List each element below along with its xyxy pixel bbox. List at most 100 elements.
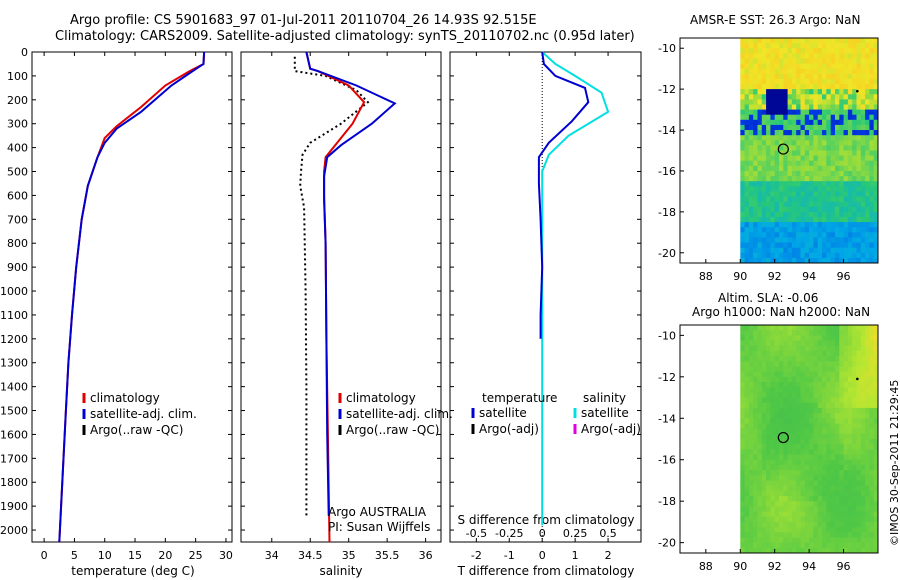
- sst-cell: [852, 222, 857, 228]
- sla-cell: [865, 418, 870, 424]
- sla-cell: [804, 407, 810, 414]
- sla-cell: [839, 454, 845, 461]
- sst-cell: [852, 135, 857, 141]
- sst-cell: [804, 160, 810, 167]
- sst-cell: [783, 104, 789, 111]
- sla-cell: [744, 511, 750, 518]
- sla-cell: [822, 407, 827, 414]
- sst-cell: [843, 58, 849, 65]
- sst-cell: [783, 124, 789, 131]
- depth-tick-label: 1900: [0, 500, 28, 513]
- sla-cell: [873, 366, 879, 373]
- sst-cell: [748, 124, 754, 131]
- sst-cell: [757, 109, 763, 116]
- sla-cell: [796, 506, 801, 513]
- sla-cell: [774, 407, 780, 414]
- sst-cell: [865, 222, 870, 228]
- sst-cell: [783, 109, 789, 116]
- sst-cell: [847, 130, 853, 136]
- sla-cell: [843, 527, 849, 533]
- sla-cell: [791, 382, 797, 388]
- sst-cell: [744, 217, 750, 223]
- sst-cell: [869, 227, 875, 233]
- sst-cell: [873, 135, 879, 141]
- sst-cell: [796, 181, 801, 187]
- sst-cell: [835, 191, 840, 197]
- sst-cell: [822, 247, 827, 254]
- sst-cell: [847, 211, 853, 218]
- sla-cell: [865, 506, 870, 513]
- sla-cell: [783, 340, 789, 347]
- sst-cell: [817, 114, 823, 121]
- sst-cell: [770, 242, 776, 249]
- sst-cell: [839, 119, 845, 126]
- sst-cell: [804, 89, 810, 95]
- sst-cell: [753, 206, 758, 213]
- sla-cell: [852, 356, 857, 362]
- sst-cell: [809, 43, 814, 49]
- sla-cell: [766, 470, 771, 476]
- sst-cell: [766, 124, 771, 131]
- sst-cell: [843, 124, 849, 131]
- sst-cell: [779, 48, 784, 54]
- sst-cell: [843, 114, 849, 121]
- sla-cell: [830, 475, 836, 481]
- sla-cell: [761, 423, 767, 430]
- sla-cell: [796, 511, 801, 518]
- sla-cell: [873, 532, 879, 538]
- sla-cell: [835, 516, 840, 523]
- sst-cell: [839, 191, 845, 197]
- sst-cell: [740, 145, 746, 151]
- sst-cell: [800, 124, 806, 131]
- sst-cell: [860, 247, 866, 254]
- sla-cell: [779, 330, 784, 336]
- sst-cell: [757, 155, 763, 162]
- sst-cell: [766, 186, 771, 192]
- sla-cell: [865, 516, 870, 523]
- sst-cell: [830, 38, 836, 44]
- sla-cell: [852, 542, 857, 549]
- sla-cell: [813, 361, 819, 367]
- sla-cell: [856, 361, 862, 367]
- sst-cell: [804, 124, 810, 131]
- sla-cell: [744, 407, 750, 414]
- sst-cell: [813, 58, 819, 65]
- sla-cell: [839, 464, 845, 471]
- sla-cell: [852, 532, 857, 538]
- sst-cell: [757, 176, 763, 182]
- sst-cell: [791, 124, 797, 131]
- sst-cell: [856, 119, 862, 126]
- sla-cell: [800, 423, 806, 430]
- sst-cell: [748, 145, 754, 151]
- sst-cell: [740, 160, 746, 167]
- sla-cell: [804, 361, 810, 367]
- sst-cell: [843, 140, 849, 146]
- sst-cell: [856, 206, 862, 213]
- sst-cell: [856, 89, 862, 95]
- sla-cell: [839, 376, 845, 383]
- sst-cell: [830, 68, 836, 75]
- sla-cell: [753, 428, 758, 435]
- sla-cell: [744, 537, 750, 544]
- sst-cell: [865, 171, 870, 177]
- sst-cell: [761, 94, 767, 100]
- sla-cell: [779, 490, 784, 497]
- sst-cell: [800, 99, 806, 105]
- sst-cell: [787, 186, 793, 192]
- sst-cell: [856, 43, 862, 49]
- sla-cell: [804, 325, 810, 331]
- sla-cell: [804, 506, 810, 513]
- sla-cell: [779, 480, 784, 487]
- sst-cell: [753, 211, 758, 218]
- sst-cell: [804, 206, 810, 213]
- sst-cell: [869, 63, 875, 70]
- sla-cell: [839, 382, 845, 388]
- sst-cell: [869, 176, 875, 182]
- sla-cell: [774, 464, 780, 471]
- map-x-tick-label: 94: [802, 560, 816, 573]
- sla-cell: [813, 511, 819, 518]
- sst-cell: [766, 145, 771, 151]
- sla-cell: [791, 449, 797, 456]
- sst-cell: [744, 119, 750, 126]
- sst-cell: [800, 155, 806, 162]
